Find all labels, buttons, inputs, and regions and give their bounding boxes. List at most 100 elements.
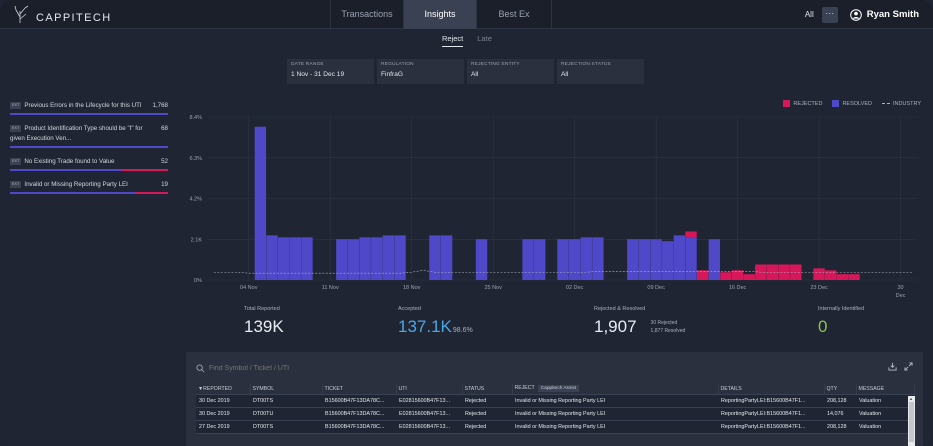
main-nav: Transactions Insights Best Ex xyxy=(330,0,552,29)
legend-resolved[interactable]: RESOLVED xyxy=(832,100,872,107)
user-name[interactable]: Ryan Smith xyxy=(866,9,919,20)
col-ticket[interactable]: TICKET xyxy=(322,384,397,395)
industry-line-icon xyxy=(881,103,890,104)
resolved-bar xyxy=(254,126,267,280)
cell-ticket: B15600B47F13DA78C... xyxy=(322,394,396,408)
subtab-reject[interactable]: Reject xyxy=(442,34,464,47)
tab-best-ex[interactable]: Best Ex xyxy=(476,0,552,29)
error-text: EXT Previous Errors in the Lifecycle for … xyxy=(10,101,150,111)
cell-message: Valuation xyxy=(856,420,914,434)
cell-ticket: B15600B47F13DA78C... xyxy=(322,420,396,434)
rejections-chart: 0% 2.1K 4.2% 6.3% 8.4% 04 Nov 11 Nov 18 Nov 25 N… xyxy=(178,95,923,305)
transactions-panel: ▼REPORTED SYMBOL TICKET UTI STATUS REJEC… xyxy=(186,352,923,446)
cell-message: Valuation xyxy=(856,407,914,421)
cappitech-assist-tag[interactable]: Cappitech Assist xyxy=(537,385,580,393)
col-uti[interactable]: UTI xyxy=(396,384,463,395)
cell-details: ReportingPartyLEI:B15600B47F1... xyxy=(718,407,824,421)
error-item[interactable]: EXT Invalid or Missing Reporting Party LE… xyxy=(10,180,168,194)
cell-reject: Invalid or Missing Reporting Party LEI xyxy=(512,407,718,421)
legend-industry[interactable]: INDUSTRY xyxy=(881,101,921,107)
resolved-bar xyxy=(336,239,348,280)
col-reject[interactable]: REJECT Cappitech Assist xyxy=(512,384,719,395)
stats-row: Total Reported 139K Accepted 137.1K 98.6… xyxy=(236,306,922,351)
scroll-thumb[interactable] xyxy=(909,402,914,442)
resolved-bar xyxy=(289,237,301,280)
rejected-bar xyxy=(766,264,779,280)
x-tick-label: 11 Nov xyxy=(322,285,339,291)
y-tick-label: 8.4% xyxy=(189,115,202,121)
expand-icon[interactable] xyxy=(904,362,913,371)
resolved-bar xyxy=(557,239,569,280)
resolved-bar xyxy=(475,239,488,280)
table-row[interactable]: 27 Dec 2019 DT00TS B15600B47F13DA78C... … xyxy=(196,420,914,434)
cell-reported: 30 Dec 2019 xyxy=(196,394,250,408)
resolved-count: 1,877 Resolved xyxy=(650,328,686,334)
search-input[interactable] xyxy=(209,365,409,372)
resolved-bar xyxy=(650,239,662,280)
tab-insights[interactable]: Insights xyxy=(403,0,476,29)
col-qty[interactable]: QTY xyxy=(824,384,857,395)
filter-label: REJECTION STATUS xyxy=(561,62,611,67)
date-range-filter[interactable]: DATE RANGE 1 Nov - 31 Dec 19 xyxy=(287,59,374,84)
col-message[interactable]: MESSAGE xyxy=(856,384,915,395)
rejection-status-filter[interactable]: REJECTION STATUS All xyxy=(557,59,644,84)
stat-value-row: 137.1K 98.6% xyxy=(398,317,473,337)
rejected-count: 30 Rejected xyxy=(650,320,678,326)
resolved-bar xyxy=(673,235,686,280)
cell-status: Rejected xyxy=(462,394,512,408)
error-bar-resolved xyxy=(10,146,168,148)
col-reported[interactable]: ▼REPORTED xyxy=(196,384,251,395)
table-row[interactable]: 30 Dec 2019 DT00TU B15600B47F13DA78C... … xyxy=(196,407,914,421)
error-item[interactable]: EXT Previous Errors in the Lifecycle for … xyxy=(10,101,168,115)
cell-qty: 208,128 xyxy=(824,420,856,434)
stat-label: Rejected & Resolved xyxy=(594,306,646,312)
resolved-bar xyxy=(708,239,721,280)
more-button[interactable]: ··· xyxy=(821,6,838,23)
error-item[interactable]: EXT Product Identification Type should be… xyxy=(10,124,168,148)
cell-reported: 27 Dec 2019 xyxy=(196,420,250,434)
filter-label: REJECTING ENTITY xyxy=(471,62,520,67)
col-details[interactable]: DETAILS xyxy=(718,384,825,395)
rejecting-entity-filter[interactable]: REJECTING ENTITY All xyxy=(467,59,554,84)
x-tick-label: 18 Nov xyxy=(403,285,421,291)
resolved-bar xyxy=(638,239,651,280)
error-type-list: EXT Previous Errors in the Lifecycle for … xyxy=(10,101,168,203)
error-item[interactable]: EXT No Existing Trade found to Value 52 xyxy=(10,157,168,171)
cell-reported: 30 Dec 2019 xyxy=(196,407,250,421)
ext-tag: EXT xyxy=(10,102,22,109)
col-symbol[interactable]: SYMBOL xyxy=(250,384,323,395)
x-tick-label: 02 Dec xyxy=(566,285,584,291)
resolved-bar xyxy=(440,235,453,280)
col-status[interactable]: STATUS xyxy=(462,384,513,395)
stat-label: Total Reported xyxy=(244,306,280,312)
legend-rejected[interactable]: REJECTED xyxy=(783,100,822,107)
user-icon[interactable] xyxy=(849,8,862,21)
entity-filter[interactable]: All xyxy=(804,10,814,19)
regulation-filter[interactable]: REGULATION FinfraG xyxy=(377,59,464,84)
table-scrollbar[interactable]: ▲ xyxy=(908,396,915,446)
resolved-bar xyxy=(627,239,639,280)
logo[interactable]: CAPPITECH xyxy=(14,4,112,26)
rejected-bar xyxy=(836,274,849,280)
error-count: 19 xyxy=(161,181,168,188)
tab-transactions[interactable]: Transactions xyxy=(330,0,403,29)
error-bar-resolved xyxy=(10,192,137,194)
scroll-up-icon[interactable]: ▲ xyxy=(909,396,913,401)
rejected-bar xyxy=(731,270,744,280)
error-label: Invalid or Missing Reporting Party LEI xyxy=(24,181,128,188)
cell-details: ReportingPartyLEI:B15600B47F1... xyxy=(718,420,824,434)
filter-label: REGULATION xyxy=(381,62,414,67)
error-bar xyxy=(10,169,168,171)
download-icon[interactable] xyxy=(888,362,897,371)
table-row[interactable]: 30 Dec 2019 DT00TS B15600B47F13DA78C... … xyxy=(196,394,914,408)
resolved-bar xyxy=(371,237,383,280)
resolved-bar xyxy=(522,239,534,280)
industry-line xyxy=(213,269,913,274)
resolved-bar xyxy=(382,235,395,280)
x-tick-label: 16 Dec xyxy=(729,285,747,291)
error-bar xyxy=(10,192,168,194)
y-tick-label: 4.2% xyxy=(189,197,202,203)
subtab-late[interactable]: Late xyxy=(477,34,492,43)
search-bar xyxy=(196,364,409,373)
